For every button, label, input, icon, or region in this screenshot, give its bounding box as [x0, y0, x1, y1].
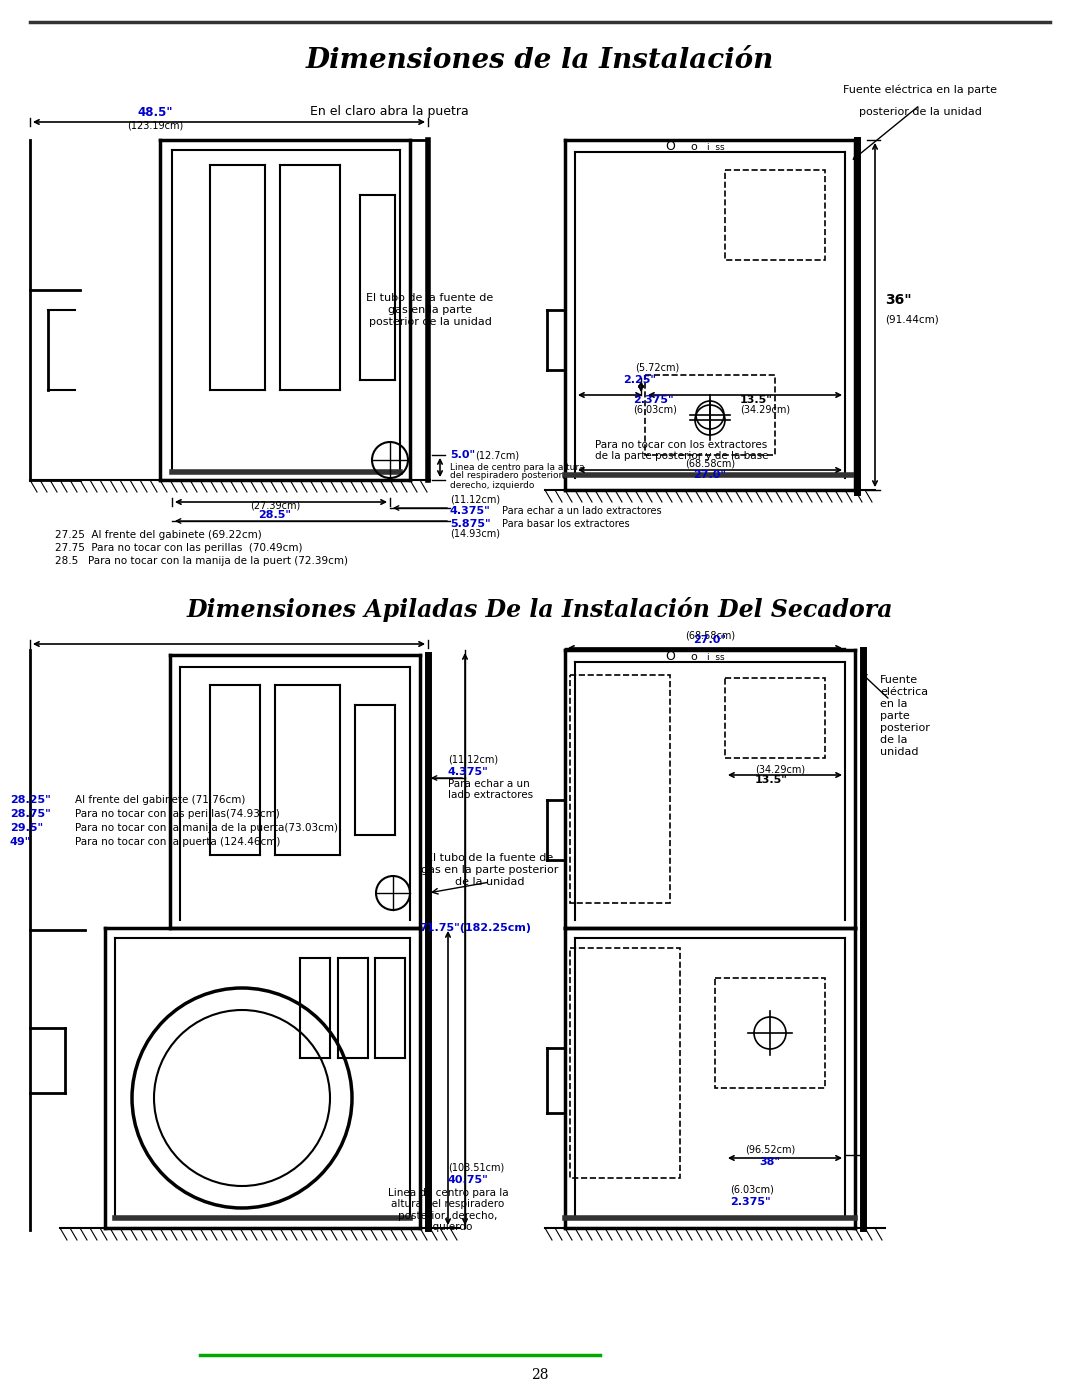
Text: Para no tocar con los extractores: Para no tocar con los extractores — [595, 440, 767, 450]
Text: O: O — [665, 141, 675, 154]
Text: 2.375": 2.375" — [730, 1197, 771, 1207]
Text: (27.39cm): (27.39cm) — [249, 500, 300, 510]
Text: lado extractores: lado extractores — [448, 789, 534, 800]
Text: O: O — [665, 651, 675, 664]
Text: 27.0": 27.0" — [693, 469, 727, 481]
Text: En el claro abra la puetra: En el claro abra la puetra — [310, 106, 469, 119]
Text: 28: 28 — [531, 1368, 549, 1382]
Text: Fuente: Fuente — [880, 675, 918, 685]
Text: (123.19cm): (123.19cm) — [126, 120, 184, 130]
Text: 4.375": 4.375" — [450, 506, 490, 515]
Text: 27.0": 27.0" — [693, 636, 727, 645]
Text: o: o — [690, 652, 697, 662]
Text: 40.75": 40.75" — [448, 1175, 489, 1185]
Text: Al frente del gabinete (71.76cm): Al frente del gabinete (71.76cm) — [75, 795, 245, 805]
Text: 4.375": 4.375" — [448, 767, 489, 777]
Text: El tubo de la fuente de
gas en la parte posterior
de la unidad: El tubo de la fuente de gas en la parte … — [421, 854, 558, 887]
Text: 27.25  Al frente del gabinete (69.22cm): 27.25 Al frente del gabinete (69.22cm) — [55, 529, 261, 541]
Text: i  ss: i ss — [707, 142, 725, 151]
Text: (96.52cm): (96.52cm) — [745, 1146, 795, 1155]
Text: 28.25": 28.25" — [10, 795, 51, 805]
Text: (68.58cm): (68.58cm) — [685, 460, 735, 469]
Text: 28.5": 28.5" — [258, 510, 292, 520]
Text: Para basar los extractores: Para basar los extractores — [502, 520, 630, 529]
Text: (68.58cm): (68.58cm) — [685, 630, 735, 640]
Text: parte: parte — [880, 711, 909, 721]
Bar — [645, 374, 775, 455]
Text: (34.29cm): (34.29cm) — [755, 766, 805, 775]
Bar — [715, 978, 825, 1088]
Text: El tubo de la fuente de
gas en la parte
posterior de la unidad: El tubo de la fuente de gas en la parte … — [366, 293, 494, 327]
Text: 13.5": 13.5" — [740, 395, 773, 405]
Text: Dimensiones Apiladas De la Instalación Del Secadora: Dimensiones Apiladas De la Instalación D… — [187, 598, 893, 623]
Text: 28.5   Para no tocar con la manija de la puert (72.39cm): 28.5 Para no tocar con la manija de la p… — [55, 556, 348, 566]
Text: Linea de centro para la
altura del respiradero
posterior, derecho,
izquierdo: Linea de centro para la altura del respi… — [388, 1187, 509, 1232]
Text: 27.75  Para no tocar con las perillas  (70.49cm): 27.75 Para no tocar con las perillas (70… — [55, 543, 302, 553]
Text: Para no tocar con las perillas(74.93cm): Para no tocar con las perillas(74.93cm) — [75, 809, 280, 819]
Text: Dimensiones de la Instalación: Dimensiones de la Instalación — [306, 46, 774, 74]
Text: 36": 36" — [885, 293, 912, 307]
Text: posterior: posterior — [880, 724, 930, 733]
Text: Fuente eléctrica en la parte: Fuente eléctrica en la parte — [843, 84, 997, 95]
Text: Para no tocar con la puerta (124.46cm): Para no tocar con la puerta (124.46cm) — [75, 837, 281, 847]
Bar — [570, 675, 670, 902]
Text: 71.75"(182.25cm): 71.75"(182.25cm) — [419, 923, 531, 933]
Text: de la: de la — [880, 735, 907, 745]
Bar — [725, 170, 825, 260]
Text: derecho, izquierdo: derecho, izquierdo — [450, 481, 535, 489]
Text: 49": 49" — [10, 837, 31, 847]
Text: (5.72cm): (5.72cm) — [635, 363, 679, 373]
Bar — [570, 949, 680, 1178]
Bar — [725, 678, 825, 759]
Text: en la: en la — [880, 698, 907, 710]
Text: Para echar a un lado extractores: Para echar a un lado extractores — [502, 506, 662, 515]
Text: (11.12cm): (11.12cm) — [450, 495, 500, 504]
Text: 28.75": 28.75" — [10, 809, 51, 819]
Text: 48.5": 48.5" — [137, 106, 173, 119]
Text: (34.29cm): (34.29cm) — [740, 405, 791, 415]
Text: de la parte posterior y de la base: de la parte posterior y de la base — [595, 451, 769, 461]
Text: 5.875": 5.875" — [450, 520, 490, 529]
Text: (12.7cm): (12.7cm) — [475, 450, 519, 460]
Text: 2.375": 2.375" — [633, 395, 674, 405]
Text: (91.44cm): (91.44cm) — [885, 314, 939, 326]
Text: (6.03cm): (6.03cm) — [633, 405, 677, 415]
Text: 38": 38" — [759, 1157, 781, 1166]
Text: unidad: unidad — [880, 747, 918, 757]
Text: 2.25": 2.25" — [623, 374, 656, 386]
Text: 13.5": 13.5" — [755, 775, 788, 785]
Text: (11.12cm): (11.12cm) — [448, 754, 498, 766]
Text: Para echar a un: Para echar a un — [448, 780, 530, 789]
Text: (6.03cm): (6.03cm) — [730, 1185, 774, 1194]
Text: 29.5": 29.5" — [10, 823, 43, 833]
Text: Para no tocar con la manija de la puerta(73.03cm): Para no tocar con la manija de la puerta… — [75, 823, 338, 833]
Text: del respiradero posterior,: del respiradero posterior, — [450, 472, 565, 481]
Text: eléctrica: eléctrica — [880, 687, 928, 697]
Text: (103.51cm): (103.51cm) — [448, 1162, 504, 1173]
Text: (14.93cm): (14.93cm) — [450, 529, 500, 539]
Text: 5.0": 5.0" — [450, 450, 475, 460]
Text: Linea de centro para la altura: Linea de centro para la altura — [450, 462, 584, 472]
Text: i  ss: i ss — [707, 652, 725, 662]
Text: posterior de la unidad: posterior de la unidad — [859, 108, 982, 117]
Text: o: o — [690, 142, 697, 152]
